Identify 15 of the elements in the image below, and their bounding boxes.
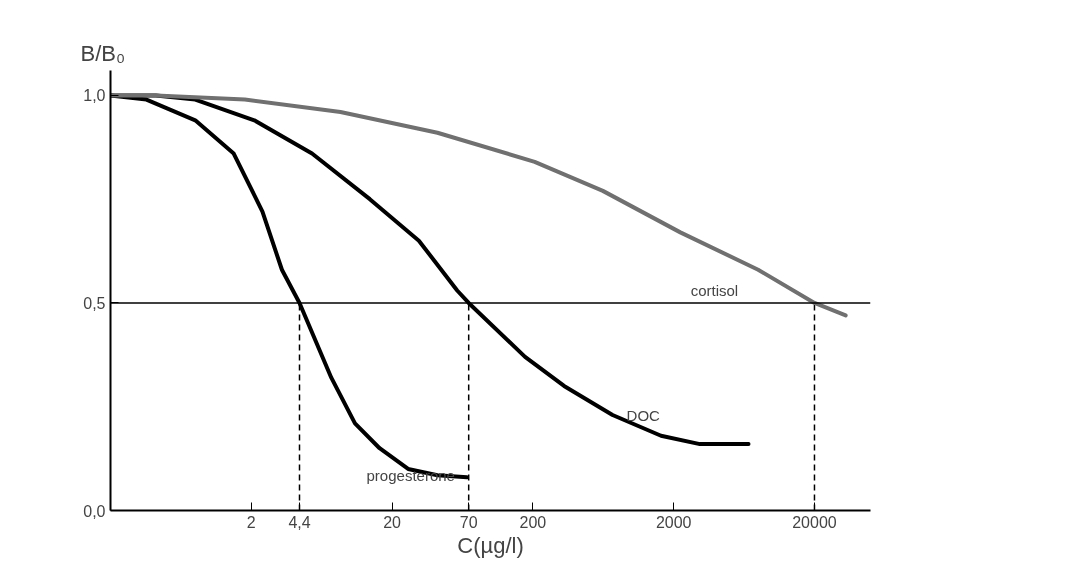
x-tick-label: 2 xyxy=(246,513,256,531)
y-tick-label: 0,5 xyxy=(83,294,106,312)
x-tick-label: 200 xyxy=(519,513,547,531)
x-tick-label: 4,4 xyxy=(288,513,311,531)
x-tick-label: 20000 xyxy=(792,513,837,531)
x-tick-label: 2000 xyxy=(655,513,692,531)
x-tick-label: 20 xyxy=(383,513,402,531)
series-label: progesterone xyxy=(366,466,455,484)
y-tick-label: 0,0 xyxy=(83,502,106,520)
y-tick-label: 1,0 xyxy=(83,87,106,105)
series-label: cortisol xyxy=(690,281,739,299)
x-tick-label: 70 xyxy=(459,513,478,531)
series-label: DOC xyxy=(626,406,661,424)
x-axis-title: C(µg/l) xyxy=(457,532,524,558)
y-axis-title: B/B₀ xyxy=(80,40,126,66)
